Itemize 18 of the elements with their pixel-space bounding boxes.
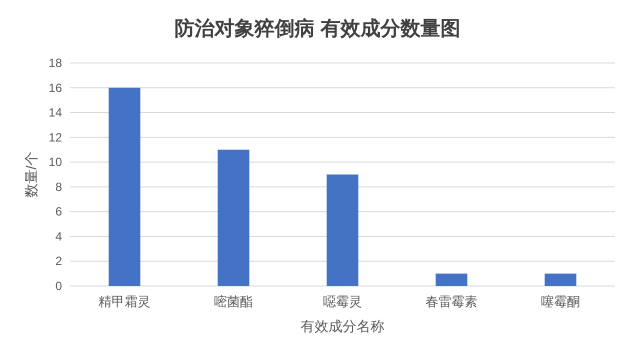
y-tick-label: 8 bbox=[55, 180, 62, 194]
y-tick-label: 6 bbox=[55, 204, 62, 219]
x-tick-label: 精甲霜灵 bbox=[98, 294, 150, 309]
y-tick-label: 16 bbox=[48, 80, 62, 95]
x-tick-label: 噁霉灵 bbox=[323, 294, 362, 309]
x-tick-label: 噻霉酮 bbox=[541, 294, 580, 309]
y-tick-label: 2 bbox=[55, 254, 62, 268]
y-tick-label: 14 bbox=[48, 106, 62, 120]
y-tick-label: 10 bbox=[48, 155, 62, 170]
y-tick-label: 4 bbox=[55, 229, 62, 244]
x-axis-title: 有效成分名称 bbox=[300, 318, 384, 334]
x-tick-label: 春雷霉素 bbox=[426, 294, 478, 309]
y-axis-title: 数量/个 bbox=[23, 152, 39, 198]
x-tick-label: 嘧菌酯 bbox=[214, 294, 253, 309]
y-tick-label: 12 bbox=[48, 130, 62, 144]
y-tick-label: 0 bbox=[55, 279, 62, 293]
y-tick-label: 18 bbox=[48, 56, 62, 70]
chart-title: 防治对象猝倒病 有效成分数量图 bbox=[174, 17, 460, 40]
